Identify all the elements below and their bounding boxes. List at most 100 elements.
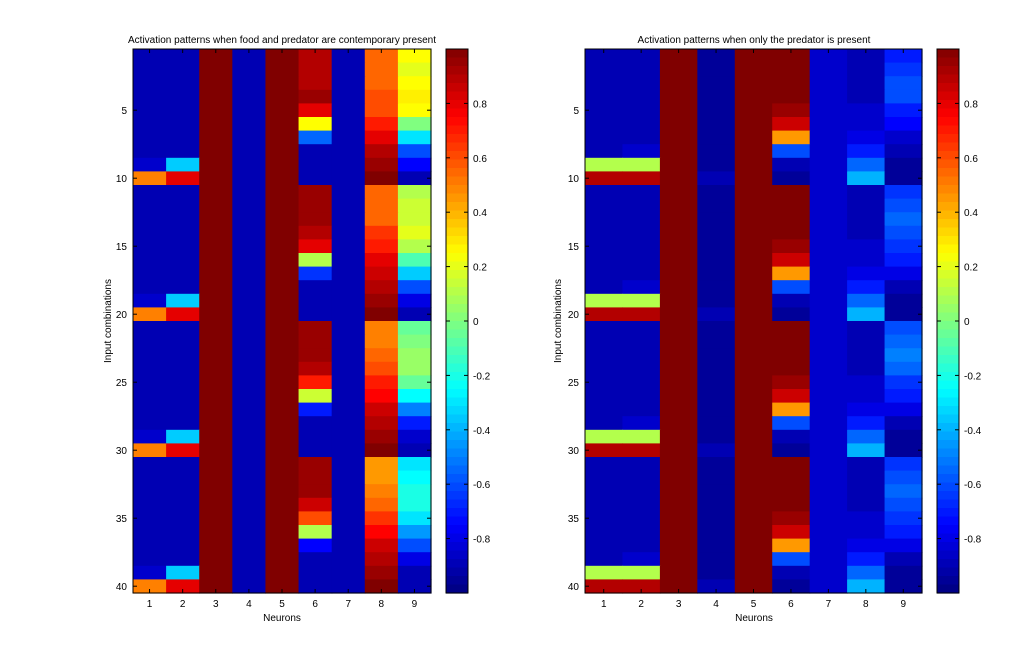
left-cell-r29-c1 <box>133 429 167 444</box>
left-cell-r35-c5 <box>265 511 300 526</box>
left-colorbar-band <box>446 49 468 59</box>
right-cell-r14-c6 <box>772 225 811 240</box>
left-colorbar-band <box>446 270 468 280</box>
left-cell-r32-c6 <box>298 470 333 485</box>
right-cell-r18-c3 <box>659 280 698 295</box>
left-cell-r17-c7 <box>331 266 366 281</box>
right-cell-r1-c9 <box>884 49 923 64</box>
left-cell-r14-c6 <box>298 225 333 240</box>
right-colorbar-tick-label: 0.2 <box>964 263 978 274</box>
left-cell-r25-c1 <box>133 375 167 390</box>
left-cell-r20-c3 <box>199 307 233 322</box>
right-cell-r29-c2 <box>622 429 661 444</box>
left-cell-r36-c7 <box>331 525 366 540</box>
right-cell-r11-c3 <box>659 185 698 200</box>
left-cell-r35-c7 <box>331 511 366 526</box>
right-cell-r3-c8 <box>847 76 886 91</box>
left-cell-r4-c3 <box>199 89 233 104</box>
left-cell-r5-c5 <box>265 103 300 118</box>
right-cell-r8-c7 <box>809 144 848 159</box>
right-x-axis-label: Neurons <box>735 613 773 624</box>
right-cell-r19-c5 <box>734 293 773 308</box>
right-cell-r16-c5 <box>734 253 773 268</box>
left-cell-r39-c2 <box>166 565 200 580</box>
left-cell-r27-c8 <box>364 402 399 417</box>
left-cell-r22-c5 <box>265 334 300 349</box>
right-cell-r28-c6 <box>772 416 811 431</box>
right-cell-r13-c9 <box>884 212 923 227</box>
right-cell-r40-c3 <box>659 579 698 594</box>
left-cell-r26-c9 <box>397 389 432 404</box>
left-cell-r40-c6 <box>298 579 333 594</box>
right-colorbar-band <box>937 159 959 169</box>
left-cell-r11-c7 <box>331 185 366 200</box>
left-cell-r37-c9 <box>397 538 432 553</box>
right-cell-r16-c6 <box>772 253 811 268</box>
left-cell-r37-c6 <box>298 538 333 553</box>
left-cell-r32-c4 <box>232 470 267 485</box>
right-cell-r3-c5 <box>734 76 773 91</box>
right-cell-r31-c7 <box>809 457 848 472</box>
right-cell-r31-c3 <box>659 457 698 472</box>
left-cell-r35-c1 <box>133 511 167 526</box>
right-colorbar-band <box>937 474 959 484</box>
left-cell-r9-c7 <box>331 157 366 172</box>
right-cell-r10-c8 <box>847 171 886 186</box>
left-cell-r19-c4 <box>232 293 267 308</box>
right-cell-r23-c8 <box>847 348 886 363</box>
right-cell-r4-c6 <box>772 89 811 104</box>
right-x-tick-label: 4 <box>713 599 719 610</box>
left-cell-r40-c3 <box>199 579 233 594</box>
right-cell-r30-c6 <box>772 443 811 458</box>
right-cell-r7-c6 <box>772 130 811 145</box>
right-cell-r10-c1 <box>585 171 624 186</box>
right-cell-r37-c8 <box>847 538 886 553</box>
left-cell-r8-c3 <box>199 144 233 159</box>
right-cell-r12-c8 <box>847 198 886 213</box>
right-cell-r1-c7 <box>809 49 848 64</box>
left-cell-r10-c4 <box>232 171 267 186</box>
left-cell-r5-c7 <box>331 103 366 118</box>
left-colorbar-band <box>446 57 468 67</box>
right-cell-r17-c1 <box>585 266 624 281</box>
right-cell-r32-c5 <box>734 470 773 485</box>
right-cell-r34-c1 <box>585 497 624 512</box>
left-cell-r26-c3 <box>199 389 233 404</box>
right-cell-r13-c8 <box>847 212 886 227</box>
left-colorbar-band <box>446 372 468 382</box>
right-cell-r32-c1 <box>585 470 624 485</box>
right-cell-r4-c4 <box>697 89 736 104</box>
left-cell-r3-c9 <box>397 76 432 91</box>
left-cell-r17-c1 <box>133 266 167 281</box>
left-colorbar-band <box>446 491 468 501</box>
left-cell-r40-c7 <box>331 579 366 594</box>
right-cell-r33-c3 <box>659 484 698 499</box>
right-cell-r4-c2 <box>622 89 661 104</box>
right-cell-r19-c1 <box>585 293 624 308</box>
left-cell-r37-c1 <box>133 538 167 553</box>
left-cell-r20-c5 <box>265 307 300 322</box>
right-cell-r6-c4 <box>697 117 736 132</box>
right-colorbar-band <box>937 312 959 322</box>
right-cell-r10-c3 <box>659 171 698 186</box>
left-cell-r11-c4 <box>232 185 267 200</box>
left-cell-r12-c8 <box>364 198 399 213</box>
right-cell-r27-c2 <box>622 402 661 417</box>
right-cell-r22-c9 <box>884 334 923 349</box>
right-cell-r36-c3 <box>659 525 698 540</box>
right-cell-r12-c7 <box>809 198 848 213</box>
right-cell-r34-c8 <box>847 497 886 512</box>
left-cell-r3-c1 <box>133 76 167 91</box>
right-cell-r9-c8 <box>847 157 886 172</box>
left-cell-r13-c9 <box>397 212 432 227</box>
left-colorbar-band <box>446 321 468 331</box>
right-cell-r17-c8 <box>847 266 886 281</box>
left-cell-r8-c5 <box>265 144 300 159</box>
left-colorbar-band <box>446 559 468 569</box>
right-cell-r6-c8 <box>847 117 886 132</box>
right-cell-r31-c9 <box>884 457 923 472</box>
right-cell-r38-c4 <box>697 552 736 567</box>
right-y-tick-label: 25 <box>568 378 580 389</box>
left-cell-r5-c8 <box>364 103 399 118</box>
left-cell-r30-c8 <box>364 443 399 458</box>
